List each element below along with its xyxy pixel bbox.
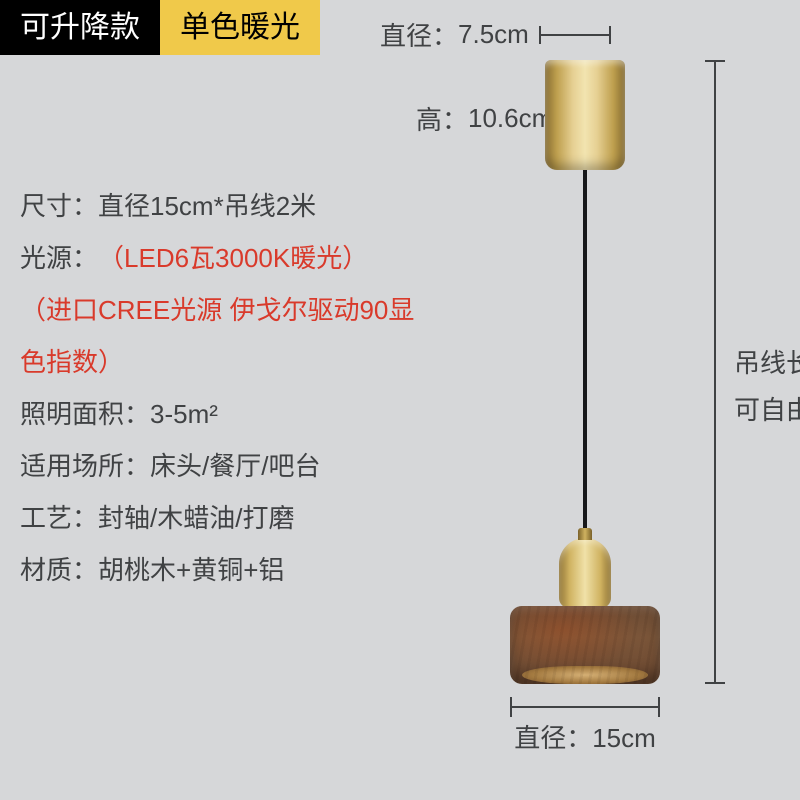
canopy-icon	[545, 60, 625, 170]
spec-material: 材质： 胡桃木+黄铜+铝	[20, 544, 440, 596]
wood-shade-icon	[510, 606, 660, 684]
dimension-line-icon	[510, 706, 660, 708]
tag-warm-light: 单色暖光	[160, 0, 320, 55]
spec-value: 胡桃木+黄铜+铝	[98, 544, 284, 596]
product-illustration	[510, 60, 660, 710]
spec-label: 照明面积：	[20, 388, 150, 440]
spec-value: 床头/餐厅/吧台	[150, 440, 320, 492]
spec-value: 直径15cm*吊线2米	[98, 180, 316, 232]
spec-list: 尺寸： 直径15cm*吊线2米 光源： （LED6瓦3000K暖光） （进口CR…	[20, 180, 440, 596]
spec-area: 照明面积： 3-5m²	[20, 388, 440, 440]
spec-label: 适用场所：	[20, 440, 150, 492]
dim-line1: 吊线长2米	[734, 340, 800, 387]
canopy-diameter-dimension: 直径： 7.5cm	[380, 16, 611, 53]
spec-value-highlight: （进口CREE光源 伊戈尔驱动90显色指数）	[20, 284, 440, 388]
spec-label: 材质：	[20, 544, 98, 596]
dimension-line-icon	[539, 34, 611, 36]
socket-icon	[559, 538, 611, 608]
shade-interior-icon	[522, 666, 648, 684]
spec-light-source: 光源： （LED6瓦3000K暖光）	[20, 232, 440, 284]
dim-value: 15cm	[592, 723, 656, 753]
spec-place: 适用场所： 床头/餐厅/吧台	[20, 440, 440, 492]
spec-value: 封轴/木蜡油/打磨	[98, 492, 294, 544]
dim-line2: 可自由升降	[734, 387, 800, 434]
tag-adjustable: 可升降款	[0, 0, 160, 55]
spec-craft: 工艺： 封轴/木蜡油/打磨	[20, 492, 440, 544]
spec-label: 尺寸：	[20, 180, 98, 232]
dim-label: 直径：	[380, 16, 458, 53]
spec-label: 光源：	[20, 232, 98, 284]
shade-diameter-dimension: 直径：15cm	[510, 700, 660, 760]
dim-text: 吊线长2米 可自由升降	[734, 340, 800, 434]
spec-light-detail: （进口CREE光源 伊戈尔驱动90显色指数）	[20, 284, 440, 388]
dim-label: 高：	[416, 100, 468, 137]
spec-label: 工艺：	[20, 492, 98, 544]
spec-value-highlight: （LED6瓦3000K暖光）	[98, 232, 368, 284]
dim-label: 直径：	[514, 723, 592, 753]
dimension-line-icon	[714, 60, 716, 684]
cord-icon	[583, 170, 587, 540]
spec-value: 3-5m²	[150, 388, 218, 440]
cord-length-dimension: 吊线长2米 可自由升降	[700, 60, 790, 684]
dim-value: 7.5cm	[458, 19, 529, 50]
spec-size: 尺寸： 直径15cm*吊线2米	[20, 180, 440, 232]
